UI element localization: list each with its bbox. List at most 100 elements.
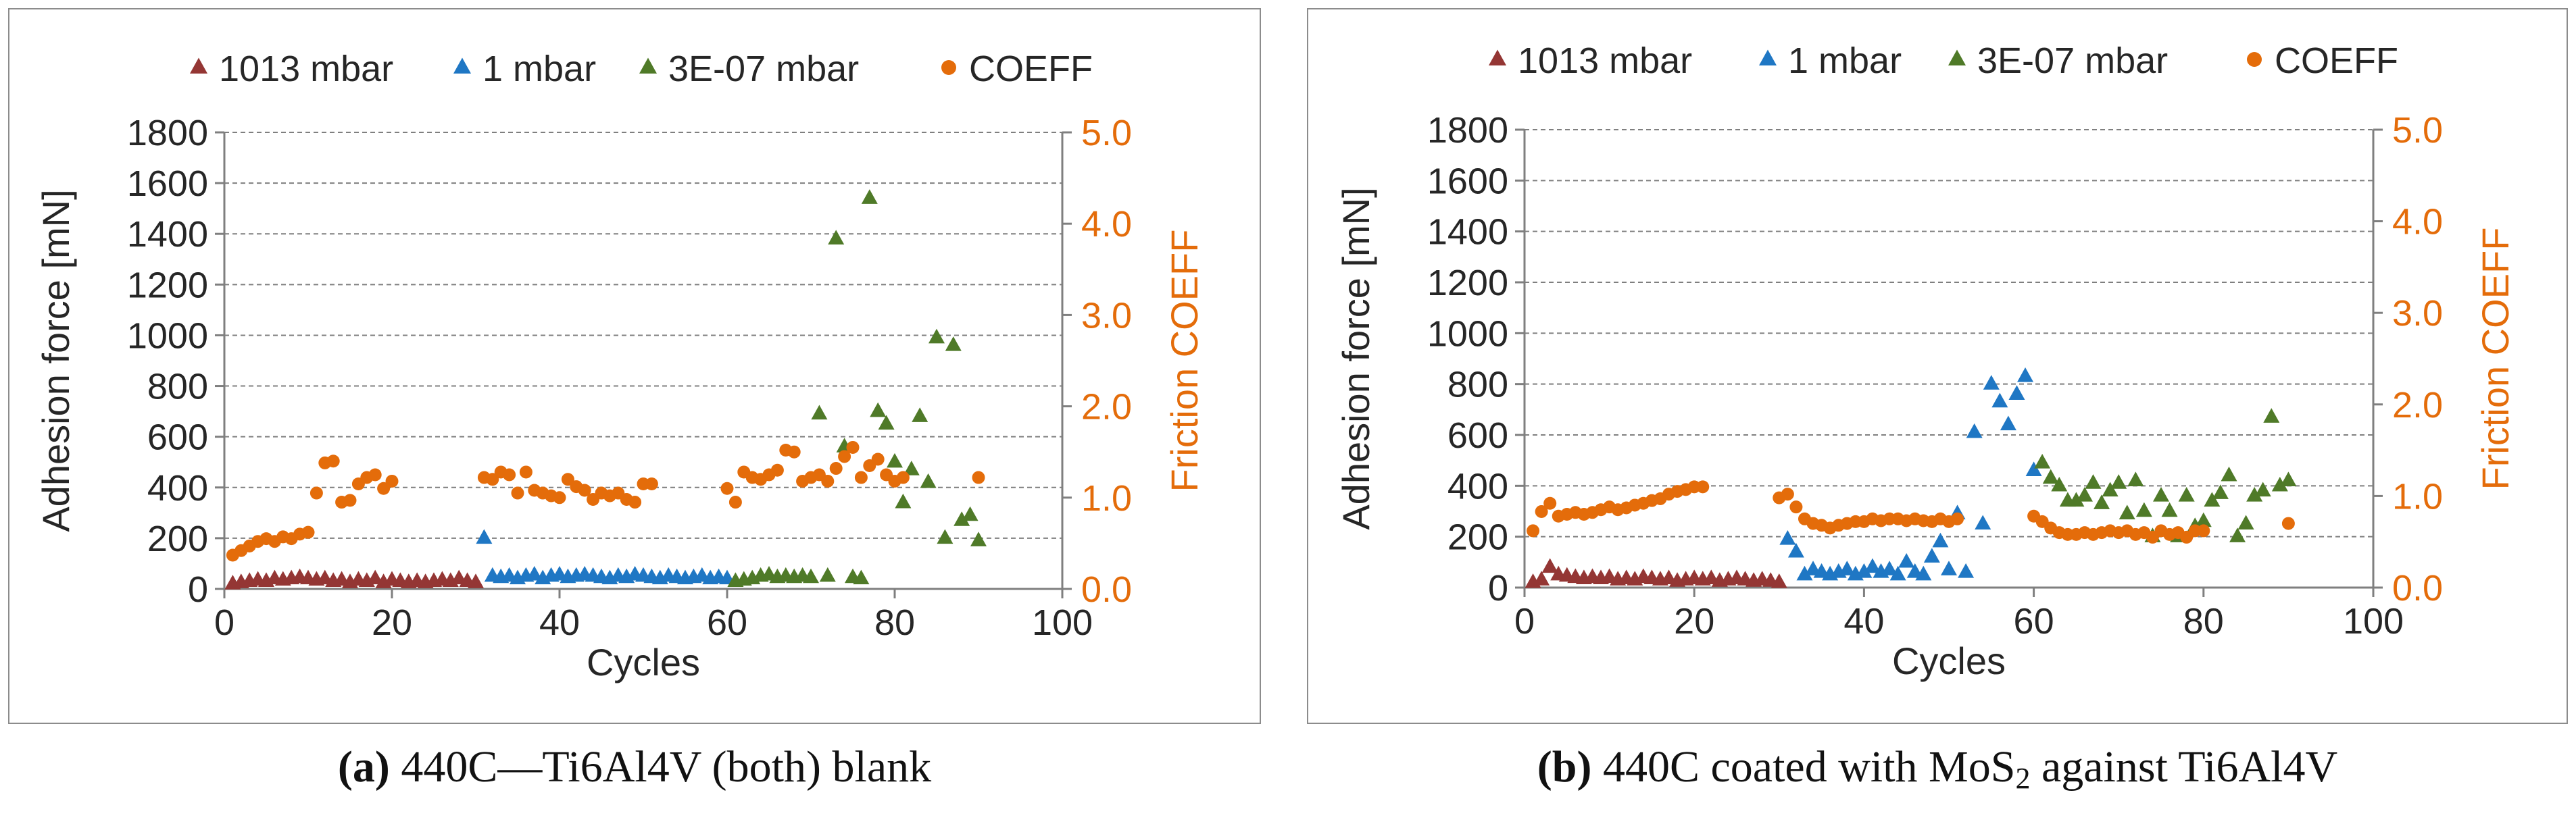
series-coeff <box>226 440 985 562</box>
y-tick-label: 800 <box>147 367 208 407</box>
y-tick-label: 600 <box>147 417 208 458</box>
y-tick-label: 1000 <box>127 315 208 356</box>
y-tick-label: 1400 <box>1427 212 1508 253</box>
data-point <box>2195 512 2212 527</box>
data-point <box>2085 474 2102 489</box>
data-point <box>2281 517 2295 530</box>
legend-marker <box>1759 49 1777 66</box>
data-point <box>853 569 870 585</box>
data-point <box>578 484 591 497</box>
legend-label: 1013 mbar <box>219 49 393 89</box>
data-point <box>2280 471 2297 487</box>
data-point <box>896 471 910 484</box>
data-point <box>1881 561 1898 575</box>
legend-item: 1 mbar <box>1759 41 1902 81</box>
legend-item: COEFF <box>2247 41 2398 81</box>
data-point <box>1856 563 1873 578</box>
data-point <box>476 529 493 544</box>
legend-marker <box>453 57 471 74</box>
data-point <box>645 477 658 491</box>
data-point <box>2153 487 2169 502</box>
data-point <box>1527 524 1540 538</box>
data-point <box>2204 492 2221 507</box>
y-tick-label: 400 <box>147 468 208 509</box>
data-point <box>511 486 524 500</box>
data-point <box>962 506 979 521</box>
chart-panel-a: 0 200 400 600 800 1000 1200 1400 1600 1800 0.0 1.0 2… <box>8 8 1261 724</box>
data-point <box>2197 524 2210 538</box>
data-point <box>803 568 819 584</box>
y-axis-label: Adhesion force [mN] <box>34 189 77 532</box>
data-point <box>2076 487 2093 502</box>
y2-tick-label: 4.0 <box>2392 202 2443 242</box>
legend-marker <box>190 57 207 74</box>
data-point <box>861 189 878 204</box>
data-point <box>928 328 945 344</box>
y-tick-label: 200 <box>147 519 208 559</box>
y-tick-label: 1200 <box>1427 263 1508 303</box>
x-tick-label: 100 <box>1032 602 1093 643</box>
data-point <box>2017 367 2034 382</box>
legend-marker <box>2247 52 2262 67</box>
chart-b: 0200400600800100012001400160018000.01.02… <box>1335 41 2517 682</box>
x-tick-label: 60 <box>707 602 747 643</box>
data-point <box>1535 504 1548 518</box>
legend-marker <box>639 57 657 74</box>
data-point <box>486 473 499 486</box>
data-point <box>1915 565 1932 581</box>
data-point <box>937 529 953 544</box>
y-tick-label: 1200 <box>127 265 208 305</box>
legend-item: 1013 mbar <box>1489 41 1692 81</box>
data-point <box>519 465 532 479</box>
data-point <box>2110 474 2127 489</box>
data-point <box>2034 454 2051 469</box>
data-point <box>1770 573 1787 588</box>
y-tick-label: 1600 <box>1427 161 1508 201</box>
caption-b-text: 440C coated with MoS <box>1591 742 2016 792</box>
data-point <box>1839 561 1856 575</box>
caption-b-tail: against Ti6Al4V <box>2030 742 2338 792</box>
data-point <box>871 452 885 466</box>
y2-tick-label: 1.0 <box>2392 476 2443 517</box>
series-1013-mbar <box>1525 558 1787 588</box>
data-point <box>1789 500 1803 514</box>
data-point <box>972 471 985 484</box>
data-point <box>377 482 391 495</box>
x-tick-label: 0 <box>214 602 234 643</box>
data-point <box>1779 530 1796 545</box>
y2-tick-label: 4.0 <box>1081 204 1132 244</box>
legend-item: COEFF <box>941 49 1093 89</box>
data-point <box>838 450 851 463</box>
legend-item: 3E-07 mbar <box>639 49 859 89</box>
caption-a-tag: (a) <box>337 742 390 792</box>
y-tick-label: 600 <box>1447 415 1508 456</box>
series-1-mbar <box>476 529 735 585</box>
data-point <box>2212 484 2229 499</box>
x-tick-label: 60 <box>2014 601 2054 642</box>
data-point <box>953 511 970 526</box>
data-point <box>526 565 543 581</box>
legend-label: 1 mbar <box>1788 41 1902 81</box>
data-point <box>1796 565 1813 581</box>
legend: 1013 mbar 1 mbar 3E-07 mbar COEFF <box>190 49 1093 89</box>
y-tick-label: 1000 <box>1427 313 1508 354</box>
data-point <box>2161 502 2178 517</box>
data-point <box>553 491 566 504</box>
data-point <box>1923 548 1940 563</box>
x-tick-label: 80 <box>2183 601 2224 642</box>
data-point <box>503 468 516 482</box>
data-point <box>2127 471 2144 487</box>
legend-label: COEFF <box>969 49 1093 89</box>
data-point <box>2229 527 2246 542</box>
legend-label: 1 mbar <box>482 49 596 89</box>
caption-a: (a) 440C—Ti6Al4V (both) blank <box>8 742 1261 809</box>
x-tick-label: 20 <box>372 602 412 643</box>
legend-item: 1 mbar <box>453 49 596 89</box>
series-coeff <box>1527 480 2295 544</box>
y2-axis-label: Friction COEFF <box>2474 228 2517 490</box>
data-point <box>920 473 937 488</box>
x-axis-label: Cycles <box>1892 640 2006 682</box>
data-point <box>326 455 340 468</box>
data-point <box>2094 494 2110 509</box>
data-point <box>368 468 382 482</box>
